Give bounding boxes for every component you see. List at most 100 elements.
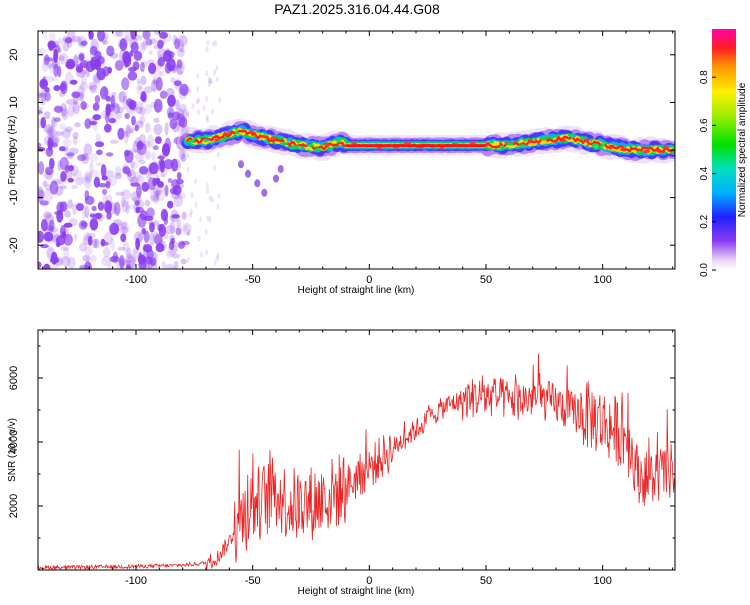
noise-blob	[169, 118, 178, 130]
noise-blob	[80, 75, 87, 86]
noise-blob	[143, 264, 152, 269]
noise-blob	[180, 155, 187, 162]
snr-marks	[38, 353, 675, 570]
noise-blob	[205, 95, 209, 102]
noise-blob	[60, 103, 68, 117]
noise-blob	[170, 209, 179, 223]
noise-blob	[61, 256, 71, 267]
noise-blob	[93, 118, 98, 132]
noise-blob	[164, 121, 169, 136]
noise-blob	[134, 124, 139, 132]
noise-blob	[77, 91, 84, 102]
noise-blob	[38, 230, 45, 243]
noise-blob	[111, 91, 117, 97]
noise-blob	[89, 218, 99, 231]
noise-blob	[165, 224, 175, 235]
noise-blob	[127, 71, 138, 81]
noise-blob	[84, 171, 92, 184]
noise-blob	[217, 151, 221, 158]
noise-blob	[115, 111, 122, 120]
noise-blob	[196, 86, 200, 92]
noise-blob	[118, 91, 127, 103]
noise-blob	[211, 197, 214, 204]
noise-blob	[146, 207, 155, 219]
y-tick-label: -10	[8, 190, 20, 206]
noise-blob	[129, 176, 139, 187]
noise-blob	[43, 211, 52, 219]
noise-blob	[176, 59, 183, 69]
noise-blob	[70, 37, 77, 43]
noise-blob	[123, 55, 131, 65]
noise-blob	[85, 60, 95, 73]
noise-blob	[213, 259, 217, 266]
noise-blob	[157, 39, 164, 49]
noise-blob	[168, 51, 175, 59]
noise-blob	[80, 101, 87, 110]
noise-blob	[46, 126, 55, 139]
colorbar-label: Normalized spectral amplitude	[737, 82, 748, 217]
noise-blob	[180, 224, 188, 232]
noise-blob	[64, 126, 73, 133]
noise-blob	[164, 230, 169, 240]
noise-blob	[79, 81, 89, 91]
noise-blob	[111, 31, 122, 37]
noise-blob	[81, 205, 86, 219]
noise-blob	[67, 256, 76, 269]
noise-blob	[145, 122, 151, 133]
noise-blob	[60, 228, 68, 234]
noise-blob	[209, 78, 213, 85]
noise-blob	[73, 92, 79, 105]
y-tick-label: 4000	[8, 430, 20, 454]
noise-blob	[124, 31, 134, 41]
noise-blob	[72, 169, 83, 180]
noise-blob	[38, 146, 46, 152]
snr-panel: -100 -50 0 50 100 2000 4000 6000 Height of stra…	[7, 329, 676, 597]
noise-blob	[261, 188, 268, 197]
y-tick-label: -20	[8, 237, 20, 253]
noise-blob	[66, 152, 75, 157]
noise-blob	[72, 203, 77, 216]
noise-blob	[171, 253, 181, 259]
spectral-peak	[279, 142, 288, 146]
noise-blob	[177, 39, 184, 52]
noise-blob	[52, 137, 59, 149]
figure-title: PAZ1.2025.316.04.44.G08	[274, 1, 440, 17]
colorbar-tick-label: 0.2	[699, 214, 710, 228]
noise-blob	[89, 213, 96, 219]
noise-blob	[123, 53, 132, 67]
noise-blob	[129, 36, 138, 50]
noise-blob	[106, 177, 112, 187]
noise-blob	[38, 48, 47, 55]
noise-blob	[214, 40, 218, 47]
noise-blob	[114, 166, 122, 177]
noise-blob	[213, 165, 217, 171]
noise-blob	[169, 220, 176, 235]
x-tick-label: -100	[125, 575, 147, 587]
noise-blob	[179, 83, 189, 96]
noise-blob	[101, 175, 108, 181]
noise-blob	[196, 73, 200, 80]
noise-blob	[82, 254, 90, 262]
noise-blob	[59, 53, 69, 65]
noise-blob	[254, 179, 261, 188]
spectral-peak	[263, 135, 269, 139]
noise-blob	[135, 106, 143, 115]
noise-blob	[164, 137, 172, 152]
noise-blob	[43, 111, 51, 120]
noise-blob	[44, 57, 54, 62]
noise-blob	[88, 81, 98, 91]
noise-blob	[205, 182, 209, 189]
noise-blob	[59, 82, 67, 92]
noise-blob	[171, 214, 181, 219]
noise-blob	[63, 222, 73, 228]
noise-blob	[165, 250, 174, 258]
noise-blob	[121, 221, 129, 236]
noise-blob	[173, 194, 184, 208]
noise-blob	[181, 240, 190, 246]
noise-blob	[140, 75, 147, 86]
noise-blob	[92, 73, 101, 84]
noise-blob	[93, 176, 101, 188]
noise-blob	[189, 212, 193, 219]
noise-blob	[148, 62, 157, 75]
spectral-peak	[662, 146, 670, 150]
